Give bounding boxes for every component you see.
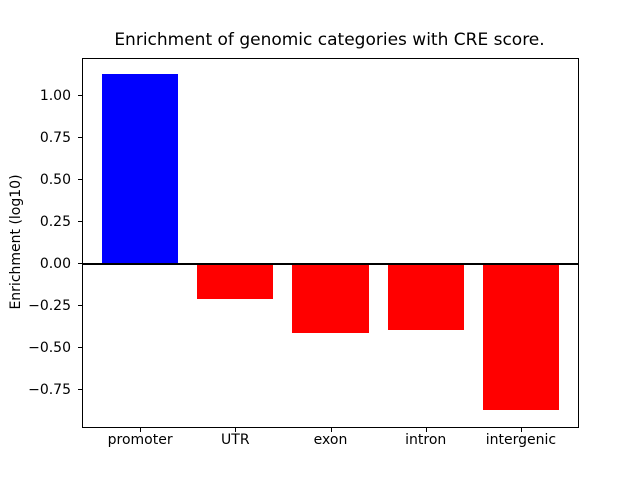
x-tick-label-intron: intron [405, 432, 447, 448]
y-tick-mark [78, 179, 82, 180]
x-tick-label-intergenic: intergenic [485, 432, 557, 448]
y-tick-mark [78, 347, 82, 348]
x-tick-mark [425, 428, 427, 432]
x-tick-label-promoter: promoter [107, 432, 173, 448]
y-tick-mark [78, 221, 82, 222]
plot-area [82, 58, 579, 428]
x-tick-mark [330, 428, 332, 432]
x-tick-label-exon: exon [313, 432, 348, 448]
y-tick-mark [78, 263, 82, 264]
x-tick-label-UTR: UTR [221, 432, 250, 448]
y-tick-mark [78, 305, 82, 306]
y-tick-mark [78, 137, 82, 138]
bar-intergenic [482, 264, 559, 411]
y-tick-label: 0.50 [39, 171, 71, 188]
y-tick-label: −0.25 [28, 297, 71, 314]
y-tick-mark [78, 389, 82, 390]
y-tick-label: 0.25 [39, 213, 71, 230]
bar-exon [292, 264, 369, 333]
y-tick-label: 1.00 [39, 87, 71, 104]
x-tick-mark [520, 428, 522, 432]
x-tick-mark [140, 428, 142, 432]
y-tick-label: −0.75 [28, 381, 71, 398]
x-tick-mark [235, 428, 237, 432]
y-tick-mark [78, 95, 82, 96]
bar-UTR [197, 264, 274, 300]
bar-promoter [102, 74, 179, 264]
zero-line [83, 263, 578, 265]
y-tick-label: 0.00 [39, 255, 71, 272]
y-tick-label: −0.50 [28, 339, 71, 356]
y-axis-label: Enrichment (log10) [8, 174, 24, 310]
bar-intron [387, 264, 464, 330]
y-tick-label: 0.75 [39, 129, 71, 146]
chart-title: Enrichment of genomic categories with CR… [114, 30, 545, 50]
